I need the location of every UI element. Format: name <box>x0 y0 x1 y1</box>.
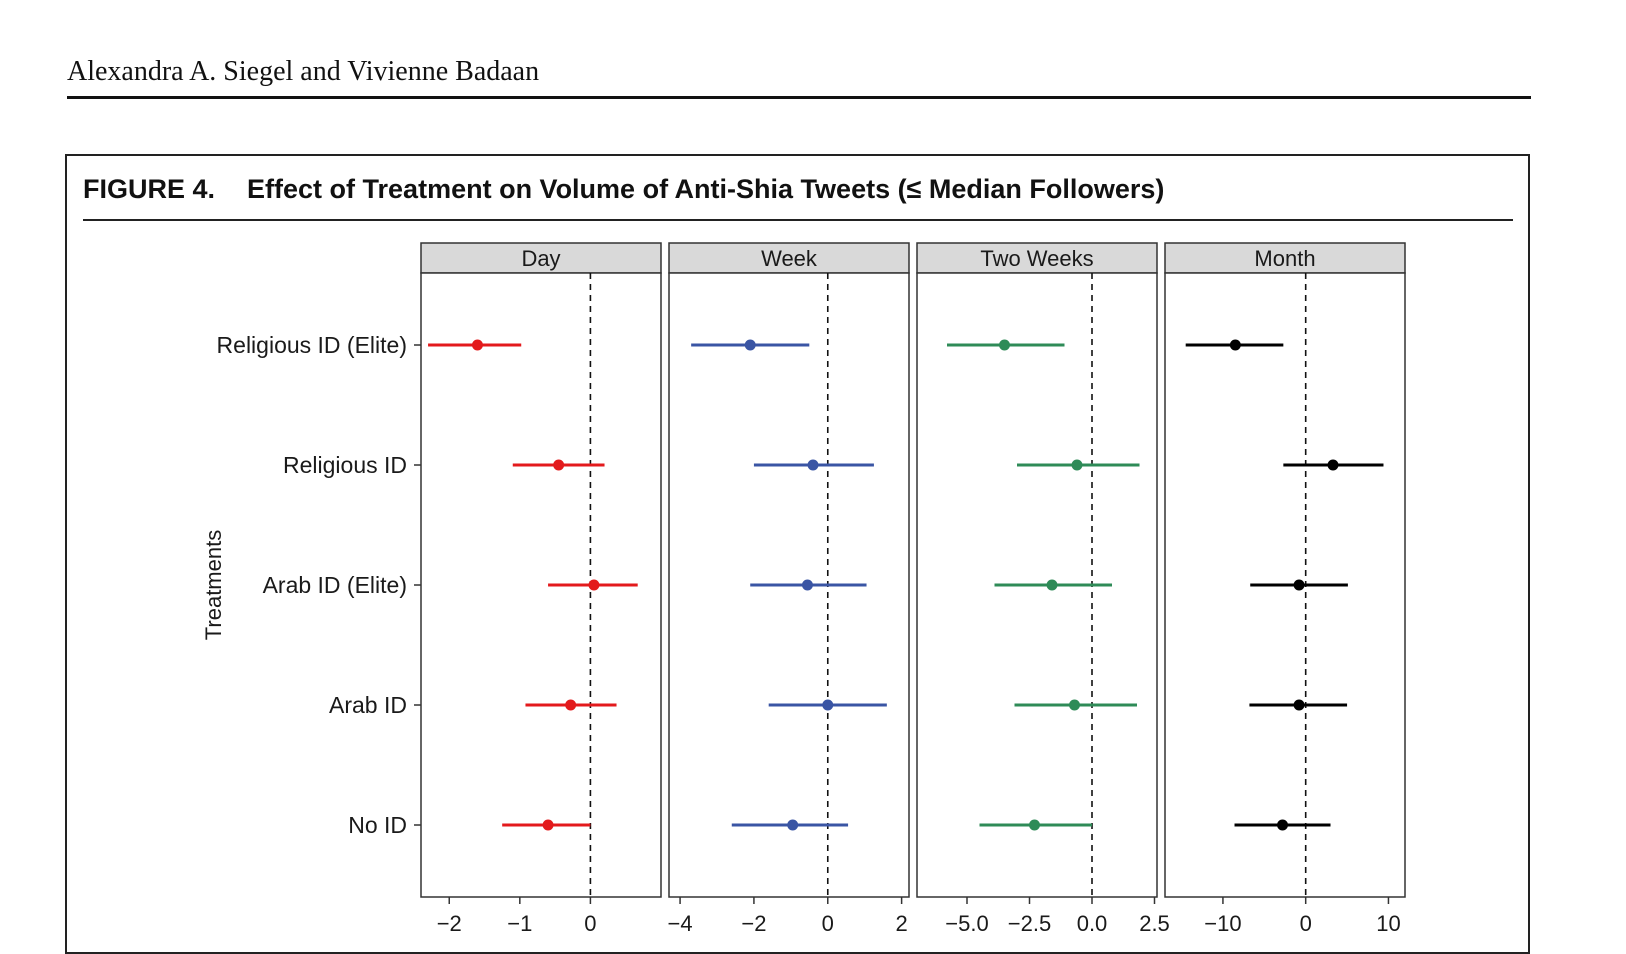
x-tick-label: 0 <box>822 911 834 936</box>
facet-panel: Month −10 0 10 <box>1164 242 1406 936</box>
caption-rule <box>83 219 1513 221</box>
running-head-rule <box>67 96 1531 99</box>
point-estimate <box>1229 339 1241 351</box>
point-estimate <box>787 819 799 831</box>
x-tick-label: 2.5 <box>1139 911 1170 936</box>
point-estimate <box>565 699 577 711</box>
x-tick-label: −2.5 <box>1008 911 1051 936</box>
facet-title: Week <box>761 246 818 271</box>
x-tick-label: −4 <box>668 911 693 936</box>
category-label: Religious ID <box>283 452 407 478</box>
point-estimate <box>1293 699 1305 711</box>
figure-caption: FIGURE 4. Effect of Treatment on Volume o… <box>83 174 1164 205</box>
x-tick-label: −2 <box>741 911 766 936</box>
y-axis-title: Treatments <box>201 530 226 640</box>
point-estimate <box>542 819 554 831</box>
x-tick-label: 2 <box>895 911 907 936</box>
point-estimate <box>1071 459 1083 471</box>
point-estimate <box>588 579 600 591</box>
running-head: Alexandra A. Siegel and Vivienne Badaan <box>67 56 540 87</box>
figure-label: FIGURE 4. <box>83 174 216 204</box>
category-label: Arab ID (Elite) <box>263 572 407 598</box>
point-estimate <box>1277 819 1289 831</box>
point-estimate <box>1046 579 1058 591</box>
point-estimate <box>807 459 819 471</box>
point-estimate <box>553 459 565 471</box>
x-tick-label: −2 <box>437 911 462 936</box>
facet-title: Month <box>1254 246 1315 271</box>
point-estimate <box>1327 459 1339 471</box>
facet-title: Two Weeks <box>980 246 1093 271</box>
facet-strip <box>1164 242 1406 274</box>
category-label: Religious ID (Elite) <box>217 332 407 358</box>
figure-title: Effect of Treatment on Volume of Anti-Sh… <box>247 174 1165 204</box>
facet-strip <box>916 242 1158 274</box>
facet-panel: Day −2 −1 0 <box>420 242 662 936</box>
category-label: Arab ID <box>329 692 407 718</box>
point-estimate <box>1069 699 1080 711</box>
point-estimate <box>471 339 483 351</box>
point-estimate <box>744 339 756 351</box>
x-tick-label: −10 <box>1204 911 1241 936</box>
point-estimate <box>822 699 834 711</box>
facet-panel: Two Weeks −5.0 −2.5 0.0 2.5 <box>916 242 1170 936</box>
x-tick-label: 0 <box>1300 911 1312 936</box>
facet-title: Day <box>521 246 560 271</box>
x-tick-label: 10 <box>1376 911 1400 936</box>
point-estimate <box>1293 579 1305 591</box>
facet-panel: Week −4 −2 0 2 <box>668 242 910 936</box>
x-tick-label: 0.0 <box>1077 911 1108 936</box>
x-tick-label: −1 <box>507 911 532 936</box>
point-estimate <box>801 579 813 591</box>
x-tick-label: 0 <box>584 911 596 936</box>
point-estimate <box>999 339 1010 351</box>
point-estimate <box>1029 819 1040 831</box>
x-tick-label: −5.0 <box>945 911 988 936</box>
category-label: No ID <box>348 812 407 838</box>
